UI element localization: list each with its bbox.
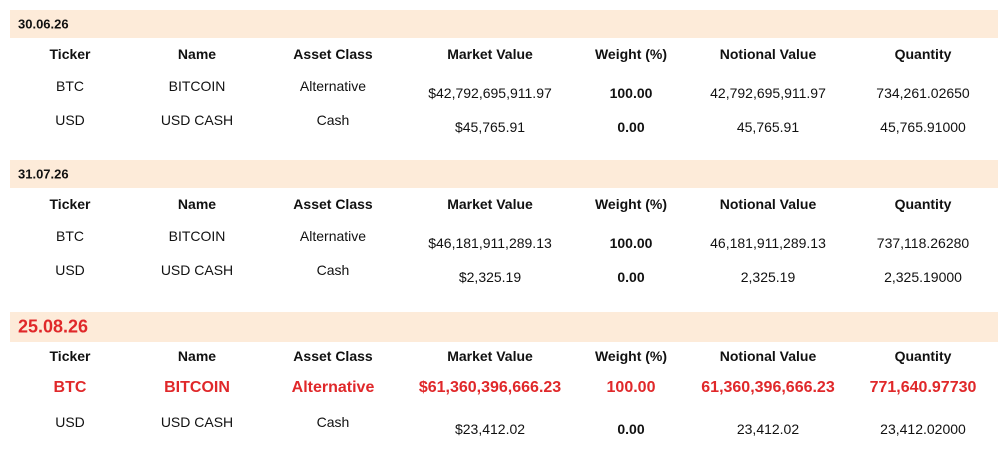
column-header: Quantity <box>894 46 952 62</box>
column-header: Weight (%) <box>594 348 668 364</box>
column-header: Market Value <box>447 196 533 212</box>
column-header: Ticker <box>49 348 91 364</box>
table-cell: $2,325.19 <box>458 269 522 285</box>
column-header: Notional Value <box>719 348 817 364</box>
table-cell: Alternative <box>299 228 367 244</box>
table-cell: $61,360,396,666.23 <box>418 379 562 396</box>
table-cell: 737,118.26280 <box>876 235 970 251</box>
table-cell: BTC <box>56 78 84 94</box>
column-header: Asset Class <box>293 46 373 62</box>
column-header: Quantity <box>894 196 952 212</box>
date-band: 31.07.26 <box>10 160 998 188</box>
table-cell: USD CASH <box>160 112 234 128</box>
table-cell: 734,261.02650 <box>876 85 970 101</box>
table-cell: 0.00 <box>617 269 645 285</box>
table-cell: USD <box>55 262 85 278</box>
section-date: 30.06.26 <box>18 16 69 32</box>
section-date: 31.07.26 <box>18 166 69 182</box>
table-cell: BITCOIN <box>168 78 226 94</box>
column-header: Name <box>177 46 217 62</box>
table-cell: 2,325.19 <box>740 269 796 285</box>
table-cell: 61,360,396,666.23 <box>701 379 835 396</box>
table-cell: 45,765.91000 <box>880 119 966 135</box>
table-cell: USD CASH <box>160 414 234 430</box>
table-cell: BTC <box>53 379 87 396</box>
column-header: Quantity <box>894 348 952 364</box>
table-cell: 46,181,911,289.13 <box>710 235 826 251</box>
table-cell: USD CASH <box>160 262 234 278</box>
table-cell: $46,181,911,289.13 <box>428 235 552 251</box>
column-header: Weight (%) <box>594 196 668 212</box>
table-cell: $45,765.91 <box>454 119 526 135</box>
column-header: Name <box>177 196 217 212</box>
table-cell: USD <box>55 414 85 430</box>
table-cell: 23,412.02 <box>736 421 800 437</box>
table-cell: Alternative <box>291 379 375 396</box>
table-cell: BITCOIN <box>168 228 226 244</box>
table-cell: 100.00 <box>606 379 656 396</box>
table-cell: 42,792,695,911.97 <box>710 85 826 101</box>
column-header: Weight (%) <box>594 46 668 62</box>
date-band: 30.06.26 <box>10 10 998 38</box>
table-cell: 0.00 <box>617 421 645 437</box>
table-cell: 100.00 <box>609 235 653 251</box>
table-cell: USD <box>55 112 85 128</box>
column-header: Market Value <box>447 348 533 364</box>
column-header: Notional Value <box>719 46 817 62</box>
column-header: Ticker <box>49 196 91 212</box>
table-cell: 45,765.91 <box>736 119 800 135</box>
table-cell: BITCOIN <box>164 379 230 396</box>
column-header: Ticker <box>49 46 91 62</box>
table-cell: Alternative <box>299 78 367 94</box>
table-cell: $23,412.02 <box>454 421 526 437</box>
column-header: Notional Value <box>719 196 817 212</box>
table-cell: Cash <box>316 112 350 128</box>
table-cell: BTC <box>56 228 84 244</box>
table-cell: Cash <box>316 262 350 278</box>
table-cell: $42,792,695,911.97 <box>428 85 552 101</box>
table-cell: 0.00 <box>617 119 645 135</box>
column-header: Market Value <box>447 46 533 62</box>
column-header: Asset Class <box>293 348 373 364</box>
section-date: 25.08.26 <box>18 316 89 337</box>
column-header: Asset Class <box>293 196 373 212</box>
table-cell: 23,412.02000 <box>880 421 966 437</box>
table-cell: 2,325.19000 <box>884 269 962 285</box>
table-cell: 100.00 <box>609 85 653 101</box>
date-band: 25.08.26 <box>10 312 998 342</box>
table-cell: 771,640.97730 <box>869 379 977 396</box>
table-cell: Cash <box>316 414 350 430</box>
column-header: Name <box>177 348 217 364</box>
